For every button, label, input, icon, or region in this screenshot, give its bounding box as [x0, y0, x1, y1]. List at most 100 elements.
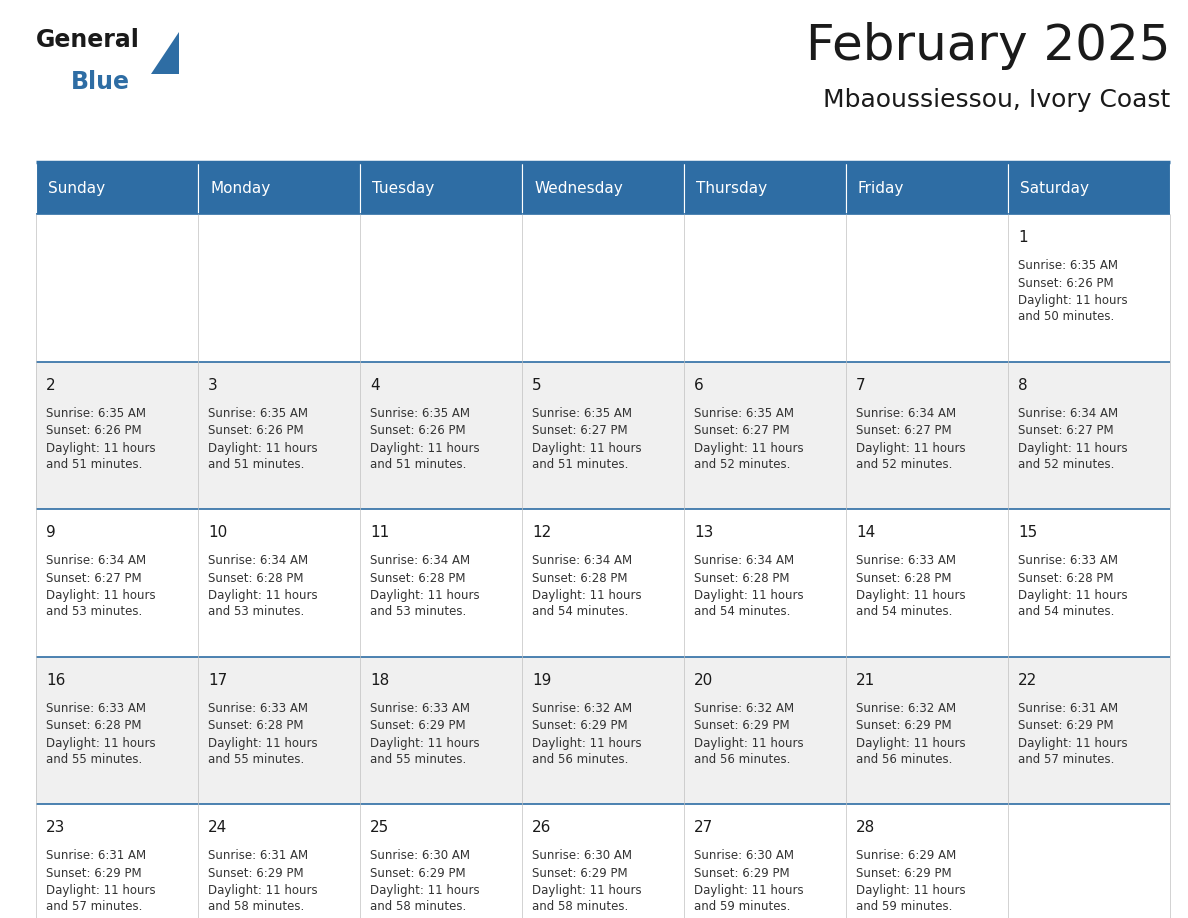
Text: 22: 22: [1018, 673, 1037, 688]
Bar: [360, 162, 522, 214]
Text: Sunrise: 6:35 AM: Sunrise: 6:35 AM: [694, 407, 794, 420]
Text: 9: 9: [46, 525, 56, 540]
Bar: [198, 656, 360, 804]
Text: Sunrise: 6:34 AM: Sunrise: 6:34 AM: [532, 554, 632, 567]
Text: Daylight: 11 hours
and 51 minutes.: Daylight: 11 hours and 51 minutes.: [46, 442, 156, 471]
Text: 6: 6: [694, 377, 703, 393]
Text: Sunset: 6:26 PM: Sunset: 6:26 PM: [369, 424, 466, 437]
Text: Sunset: 6:27 PM: Sunset: 6:27 PM: [694, 424, 790, 437]
Bar: [360, 509, 522, 656]
Bar: [1007, 804, 1170, 918]
Text: 10: 10: [208, 525, 227, 540]
Text: Sunrise: 6:34 AM: Sunrise: 6:34 AM: [857, 407, 956, 420]
Text: Sunset: 6:27 PM: Sunset: 6:27 PM: [46, 572, 141, 585]
Text: Sunset: 6:29 PM: Sunset: 6:29 PM: [694, 867, 790, 879]
Text: Sunset: 6:26 PM: Sunset: 6:26 PM: [46, 424, 141, 437]
Text: Sunset: 6:26 PM: Sunset: 6:26 PM: [1018, 276, 1113, 289]
Bar: [36, 162, 198, 214]
Text: Sunrise: 6:34 AM: Sunrise: 6:34 AM: [208, 554, 308, 567]
Text: Daylight: 11 hours
and 56 minutes.: Daylight: 11 hours and 56 minutes.: [532, 737, 642, 766]
Text: 23: 23: [46, 821, 65, 835]
Text: Sunrise: 6:35 AM: Sunrise: 6:35 AM: [1018, 259, 1118, 272]
Text: 12: 12: [532, 525, 551, 540]
Text: 21: 21: [857, 673, 876, 688]
Text: Sunset: 6:26 PM: Sunset: 6:26 PM: [208, 424, 304, 437]
Bar: [846, 656, 1007, 804]
Bar: [198, 162, 360, 214]
Text: Sunrise: 6:35 AM: Sunrise: 6:35 AM: [532, 407, 632, 420]
Text: 14: 14: [857, 525, 876, 540]
Text: Monday: Monday: [210, 181, 270, 196]
Text: Daylight: 11 hours
and 54 minutes.: Daylight: 11 hours and 54 minutes.: [532, 589, 642, 618]
Text: Sunrise: 6:29 AM: Sunrise: 6:29 AM: [857, 849, 956, 862]
Text: 24: 24: [208, 821, 227, 835]
Text: 19: 19: [532, 673, 551, 688]
Text: Sunrise: 6:34 AM: Sunrise: 6:34 AM: [1018, 407, 1118, 420]
Text: Saturday: Saturday: [1020, 181, 1089, 196]
Text: Sunrise: 6:34 AM: Sunrise: 6:34 AM: [369, 554, 470, 567]
Text: Sunrise: 6:35 AM: Sunrise: 6:35 AM: [46, 407, 146, 420]
Text: 25: 25: [369, 821, 390, 835]
Bar: [522, 362, 684, 509]
Bar: [1007, 362, 1170, 509]
Text: Sunset: 6:29 PM: Sunset: 6:29 PM: [694, 720, 790, 733]
Text: Sunset: 6:29 PM: Sunset: 6:29 PM: [857, 867, 952, 879]
Bar: [1007, 509, 1170, 656]
Text: Sunset: 6:28 PM: Sunset: 6:28 PM: [208, 720, 303, 733]
Bar: [198, 804, 360, 918]
Bar: [1007, 162, 1170, 214]
Text: Daylight: 11 hours
and 53 minutes.: Daylight: 11 hours and 53 minutes.: [208, 589, 317, 618]
Text: 20: 20: [694, 673, 713, 688]
Bar: [1007, 214, 1170, 362]
Bar: [198, 509, 360, 656]
Text: Sunday: Sunday: [48, 181, 105, 196]
Text: Sunset: 6:29 PM: Sunset: 6:29 PM: [369, 867, 466, 879]
Bar: [522, 804, 684, 918]
Text: Daylight: 11 hours
and 52 minutes.: Daylight: 11 hours and 52 minutes.: [694, 442, 803, 471]
Text: Sunrise: 6:33 AM: Sunrise: 6:33 AM: [857, 554, 956, 567]
Text: Sunrise: 6:32 AM: Sunrise: 6:32 AM: [694, 701, 794, 715]
Text: 5: 5: [532, 377, 542, 393]
Bar: [684, 509, 846, 656]
Text: Blue: Blue: [71, 70, 129, 94]
Text: Sunrise: 6:33 AM: Sunrise: 6:33 AM: [208, 701, 308, 715]
Text: Sunrise: 6:33 AM: Sunrise: 6:33 AM: [1018, 554, 1118, 567]
Text: 4: 4: [369, 377, 380, 393]
Text: Sunset: 6:29 PM: Sunset: 6:29 PM: [857, 720, 952, 733]
Text: Sunrise: 6:35 AM: Sunrise: 6:35 AM: [369, 407, 470, 420]
Bar: [198, 214, 360, 362]
Text: 13: 13: [694, 525, 713, 540]
Text: Daylight: 11 hours
and 55 minutes.: Daylight: 11 hours and 55 minutes.: [46, 737, 156, 766]
Bar: [846, 162, 1007, 214]
Text: Sunset: 6:28 PM: Sunset: 6:28 PM: [1018, 572, 1113, 585]
Bar: [522, 214, 684, 362]
Text: 7: 7: [857, 377, 866, 393]
Text: Daylight: 11 hours
and 55 minutes.: Daylight: 11 hours and 55 minutes.: [369, 737, 480, 766]
Bar: [1007, 656, 1170, 804]
Text: Sunrise: 6:32 AM: Sunrise: 6:32 AM: [857, 701, 956, 715]
Text: 27: 27: [694, 821, 713, 835]
Text: General: General: [36, 28, 140, 52]
Bar: [36, 214, 198, 362]
Text: 1: 1: [1018, 230, 1028, 245]
Text: 2: 2: [46, 377, 56, 393]
Text: Sunrise: 6:32 AM: Sunrise: 6:32 AM: [532, 701, 632, 715]
Text: 16: 16: [46, 673, 65, 688]
Text: Daylight: 11 hours
and 59 minutes.: Daylight: 11 hours and 59 minutes.: [857, 884, 966, 913]
Text: Daylight: 11 hours
and 53 minutes.: Daylight: 11 hours and 53 minutes.: [369, 589, 480, 618]
Bar: [846, 362, 1007, 509]
Text: Daylight: 11 hours
and 59 minutes.: Daylight: 11 hours and 59 minutes.: [694, 884, 803, 913]
Bar: [198, 362, 360, 509]
Text: Daylight: 11 hours
and 52 minutes.: Daylight: 11 hours and 52 minutes.: [1018, 442, 1127, 471]
Text: Sunrise: 6:30 AM: Sunrise: 6:30 AM: [369, 849, 470, 862]
Text: Daylight: 11 hours
and 56 minutes.: Daylight: 11 hours and 56 minutes.: [857, 737, 966, 766]
Bar: [36, 509, 198, 656]
Text: Sunrise: 6:33 AM: Sunrise: 6:33 AM: [46, 701, 146, 715]
Text: Sunrise: 6:30 AM: Sunrise: 6:30 AM: [532, 849, 632, 862]
Text: Sunset: 6:28 PM: Sunset: 6:28 PM: [857, 572, 952, 585]
Bar: [522, 656, 684, 804]
Bar: [360, 804, 522, 918]
Text: Wednesday: Wednesday: [533, 181, 623, 196]
Text: February 2025: February 2025: [805, 22, 1170, 70]
Text: 8: 8: [1018, 377, 1028, 393]
